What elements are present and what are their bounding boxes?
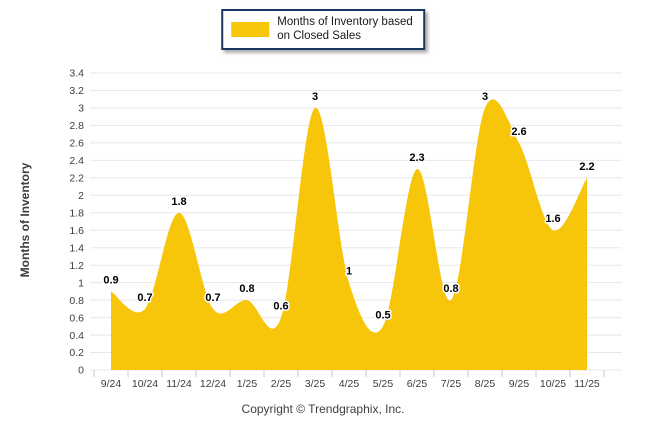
data-point-label: 2.6: [511, 126, 526, 138]
y-tick-label: 1.4: [69, 242, 84, 254]
data-point-label: 1: [346, 266, 352, 278]
y-tick-label: 1.8: [69, 207, 84, 219]
x-tick-label: 1/25: [237, 378, 258, 390]
y-tick-label: 2: [78, 190, 84, 202]
data-point-label: 0.5: [375, 309, 390, 321]
data-point-label: 0.8: [239, 283, 254, 295]
data-point-label: 0.6: [273, 301, 288, 313]
x-tick-label: 12/24: [200, 378, 226, 390]
y-tick-label: 2.4: [69, 155, 84, 167]
x-tick-label: 10/24: [132, 378, 158, 390]
x-tick-label: 2/25: [271, 378, 292, 390]
x-tick-label: 4/25: [339, 378, 360, 390]
data-point-label: 3: [312, 91, 318, 103]
data-point-label: 0.7: [137, 292, 152, 304]
x-tick-label: 5/25: [373, 378, 394, 390]
y-tick-label: 0.6: [69, 312, 84, 324]
y-axis-title: Months of Inventory: [18, 162, 32, 278]
x-tick-label: 8/25: [475, 378, 496, 390]
y-tick-label: 1: [78, 277, 84, 289]
data-point-label: 0.7: [205, 292, 220, 304]
y-tick-label: 1.2: [69, 260, 84, 272]
x-tick-label: 3/25: [305, 378, 326, 390]
y-tick-label: 3.4: [69, 68, 84, 80]
y-tick-label: 0.4: [69, 330, 84, 342]
legend-color-swatch-icon: [231, 21, 270, 37]
copyright-text: Copyright © Trendgraphix, Inc.: [241, 402, 405, 416]
x-tick-label: 11/24: [166, 378, 192, 390]
legend-label-line2: on Closed Sales: [277, 30, 361, 43]
data-point-label: 0.9: [103, 274, 118, 286]
data-point-label: 1.6: [545, 213, 560, 225]
x-tick-label: 11/25: [574, 378, 600, 390]
area-series-months-of-inventory: [111, 99, 587, 370]
x-tick-label: 9/24: [101, 378, 122, 390]
legend-label-line1: Months of Inventory based: [277, 16, 413, 28]
x-tick-label: 7/25: [441, 378, 462, 390]
y-tick-label: 0: [78, 365, 84, 377]
data-point-label: 2.3: [409, 152, 424, 164]
y-tick-label: 2.8: [69, 120, 84, 132]
data-point-label: 2.2: [579, 161, 594, 173]
data-point-label: 3: [482, 91, 488, 103]
legend-label: Months of Inventory based on Closed Sale…: [277, 15, 413, 44]
y-tick-label: 2.2: [69, 172, 84, 184]
data-point-label: 1.8: [171, 196, 186, 208]
data-point-label: 0.8: [443, 283, 458, 295]
y-tick-label: 3.2: [69, 85, 84, 97]
y-tick-label: 0.2: [69, 347, 84, 359]
x-tick-label: 6/25: [407, 378, 428, 390]
y-tick-label: 1.6: [69, 225, 84, 237]
y-tick-label: 2.6: [69, 138, 84, 150]
y-tick-label: 3: [78, 103, 84, 115]
chart-legend: Months of Inventory based on Closed Sale…: [221, 9, 425, 50]
x-tick-label: 9/25: [509, 378, 530, 390]
y-tick-label: 0.8: [69, 295, 84, 307]
x-tick-label: 10/25: [540, 378, 566, 390]
